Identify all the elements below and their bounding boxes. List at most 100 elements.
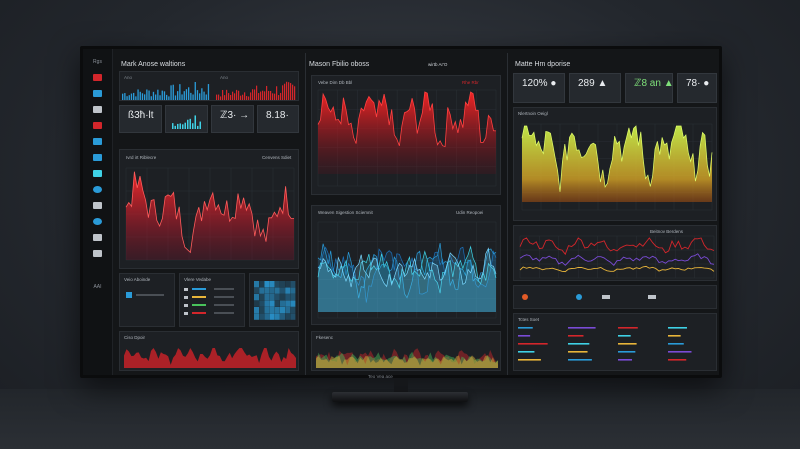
mini-bar [148, 90, 150, 100]
mini-bar [260, 91, 262, 100]
list-icon[interactable] [93, 234, 102, 241]
heat-cell [274, 287, 280, 294]
table-bar [568, 343, 590, 345]
mini-bar-chart-blue [122, 82, 210, 100]
table-bar [618, 335, 631, 337]
table-bar [568, 335, 584, 337]
kpi-card-1[interactable]: 120% ● [513, 73, 565, 103]
right-line-chart-tag: Beitnov Berdens [650, 229, 684, 234]
kpi-card-4[interactable]: 78· ● [677, 73, 717, 103]
mini-bar [188, 87, 190, 100]
mini-bar [288, 82, 290, 100]
stat-mini-bars [172, 115, 201, 129]
mini-bar [240, 95, 242, 100]
blue-wave-line [317, 247, 497, 288]
mini-bar [258, 93, 260, 100]
sidebar: Rgs AAI [83, 49, 113, 375]
table-bar [618, 351, 636, 353]
settings-icon[interactable] [93, 250, 102, 257]
mini-bar [163, 91, 166, 100]
mini-bar [278, 95, 280, 100]
table-bar [518, 343, 548, 345]
table-bar [568, 351, 588, 353]
mini-bar [155, 94, 157, 100]
table-bar [618, 327, 638, 329]
mini-bar [128, 95, 130, 100]
heat-cell [290, 294, 296, 301]
mini-bar [197, 125, 199, 129]
list-icon-2[interactable] [648, 295, 656, 299]
mini-bar [264, 91, 266, 100]
center-section-title: Mason Fbilio oboss [309, 61, 370, 68]
mini-bar [230, 94, 232, 100]
heat-cell [290, 281, 296, 288]
mini-bar [192, 94, 194, 100]
chart-icon[interactable] [602, 295, 610, 299]
heat-cell [274, 294, 280, 301]
kpi-card-2[interactable]: 289 ▲ [569, 73, 621, 103]
stat-card-3[interactable]: ℤ3· → [211, 105, 254, 133]
heat-cell [269, 294, 275, 301]
mini-bar [157, 89, 159, 100]
warning-icon[interactable] [93, 122, 102, 129]
mini-bar [174, 125, 176, 129]
kpi-card-3[interactable]: ℤ8 an ▲ [625, 73, 674, 103]
mini-bar [290, 83, 292, 100]
heat-cell [290, 313, 296, 320]
mini-bar [248, 96, 250, 100]
mini-bar [183, 91, 185, 100]
mini-bar [172, 84, 174, 100]
heat-cell [264, 281, 270, 288]
mini-bar [199, 121, 201, 129]
heat-cell [264, 287, 270, 294]
heat-cell [285, 281, 291, 288]
left-main-chart-tag: Cenvens Sdiet [262, 155, 292, 160]
legend-rows [184, 288, 234, 315]
legend-swatch [184, 312, 188, 315]
stat-card-4[interactable]: 8.18· [257, 105, 299, 133]
mini-bar [256, 85, 258, 100]
globe-icon[interactable] [93, 218, 102, 225]
left-main-chart-panel: Ivrd irt Riblecre Cenvens Sdiet [119, 149, 299, 269]
eye-icon[interactable] [93, 186, 102, 193]
stat-card-2[interactable] [165, 105, 208, 133]
mini-bar [244, 92, 246, 100]
stat-value-4: 8.18· [266, 110, 289, 121]
document-icon[interactable] [93, 106, 102, 113]
heat-cell [254, 300, 259, 307]
mini-bar [144, 94, 146, 100]
grid-icon[interactable] [93, 138, 102, 145]
table-bar [618, 359, 633, 361]
mini-bar [268, 90, 270, 100]
alert-icon[interactable] [93, 74, 102, 81]
series-line [519, 265, 715, 273]
mini-bar [274, 93, 276, 100]
mini-bar [218, 94, 220, 100]
mini-bar [234, 93, 236, 100]
mini-charts-panel: Ano Ano [119, 71, 299, 101]
mini-chart-left-label: Ano [124, 75, 133, 80]
calendar-icon[interactable] [93, 154, 102, 161]
mini-bar [266, 85, 268, 100]
stat-card-1[interactable]: ß3ħ·lt [119, 105, 162, 133]
dashboard-icon[interactable] [93, 90, 102, 97]
mini-bar [203, 91, 205, 100]
mini-bar [159, 95, 161, 100]
heat-cell [254, 287, 259, 294]
heat-cell [254, 313, 259, 320]
monitor-stand-neck [394, 378, 408, 394]
heat-cell [285, 294, 291, 301]
mini-bar [137, 89, 139, 100]
file-icon[interactable] [93, 202, 102, 209]
color-strip [316, 355, 498, 368]
folder-icon[interactable] [93, 170, 102, 177]
right-line-chart-panel: Beitnov Berdens [513, 225, 717, 281]
orange-dot-icon[interactable] [522, 294, 528, 300]
mini-bar [284, 83, 286, 100]
mini-bar [172, 123, 174, 129]
blue-dot-icon[interactable] [576, 294, 582, 300]
mini-bar-chart-red [216, 81, 296, 100]
mini-bar [135, 96, 137, 100]
right-icon-row [513, 285, 717, 309]
mini-bar [199, 93, 201, 100]
